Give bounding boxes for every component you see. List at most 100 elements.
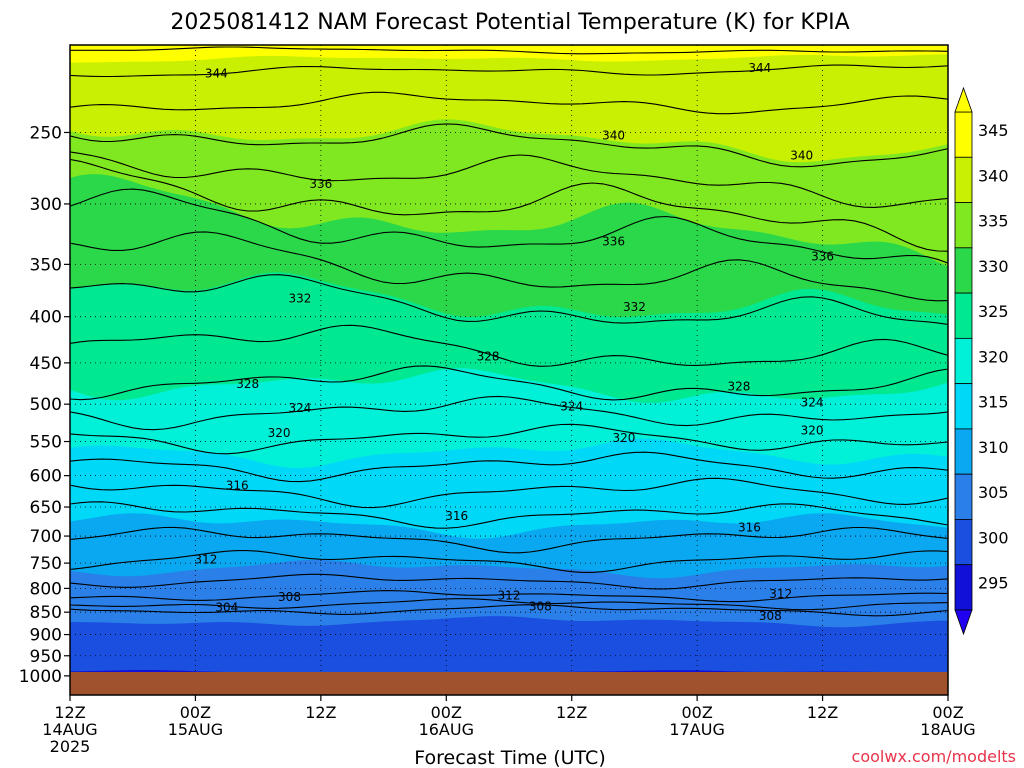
- colorbar-label: 305: [978, 483, 1009, 502]
- plot-frame: [69, 44, 949, 696]
- contour-label: 344: [205, 66, 228, 80]
- isentrope-338: [70, 151, 948, 208]
- y-tick-label: 450: [30, 354, 62, 374]
- colorbar-bin-305: [954, 473, 973, 520]
- contour-label: 324: [288, 401, 311, 415]
- x-tick-time: 12Z: [54, 703, 85, 722]
- contour-label: 328: [236, 377, 259, 391]
- colorbar-top-arrow: [954, 86, 973, 113]
- isentrope-312: [70, 550, 948, 573]
- contour-label: 336: [309, 177, 332, 191]
- colorbar-bin-310: [954, 428, 973, 475]
- contour-label: 320: [801, 424, 824, 438]
- x-tick-year: 2025: [50, 737, 91, 756]
- isentrope-336: [70, 158, 948, 252]
- y-tick-label: 500: [30, 395, 62, 415]
- isentrope-310: [70, 573, 948, 590]
- contour-label: 340: [602, 129, 625, 143]
- isentrope-318: [70, 477, 948, 509]
- x-tick-time: 12Z: [305, 703, 336, 722]
- x-tick-date: 18AUG: [920, 720, 975, 739]
- colorbar-label: 310: [978, 438, 1009, 457]
- x-tick-date: 17AUG: [669, 720, 724, 739]
- y-tick-label: 300: [30, 195, 62, 215]
- isentrope-334: [70, 188, 948, 264]
- isentrope-320: [70, 451, 948, 483]
- y-tick-label: 350: [30, 255, 62, 275]
- x-tick-time: 00Z: [681, 703, 712, 722]
- x-tick-time: 00Z: [932, 703, 963, 722]
- colorbar-bottom-arrow: [954, 609, 973, 636]
- isentrope-328: [70, 324, 948, 367]
- isentrope-342: [70, 91, 948, 115]
- x-tick-time: 00Z: [180, 703, 211, 722]
- y-tick-label: 550: [30, 433, 62, 453]
- colorbar-label: 330: [978, 257, 1009, 276]
- contour-label-layer: 344 344 340 340 336 336 336 332 332 328 328 328 324 3…: [194, 61, 834, 623]
- contour-label: 312: [194, 552, 217, 566]
- contour-label: 308: [278, 590, 301, 604]
- isentrope-316: [70, 501, 948, 529]
- colorbar-label: 295: [978, 574, 1009, 593]
- contour-label: 336: [602, 234, 625, 248]
- contour-label: 308: [529, 600, 552, 614]
- pressure-axis: 250 300 350 400 450 500 550 600 650 700 750 800 850 9…: [19, 123, 70, 687]
- colorbar-bin-335: [954, 202, 973, 249]
- isentrope-324: [70, 395, 948, 431]
- chart-title: 2025081412 NAM Forecast Potential Temper…: [170, 10, 849, 35]
- contour-label: 316: [226, 478, 249, 492]
- colorbar-bin-320: [954, 337, 973, 385]
- colorbar-label: 340: [978, 166, 1009, 185]
- isentrope-306: [70, 598, 948, 611]
- contour-label: 324: [801, 396, 824, 410]
- y-tick-label: 250: [30, 123, 62, 143]
- contour-label: 328: [477, 350, 500, 364]
- colorbar-label: 335: [978, 212, 1009, 231]
- isentrope-layer: [70, 46, 948, 617]
- contour-label: 320: [268, 426, 291, 440]
- x-axis-label: Forecast Time (UTC): [414, 747, 605, 768]
- isentrope-344: [70, 64, 948, 78]
- isentrope-322: [70, 423, 948, 455]
- contour-label: 332: [623, 300, 646, 314]
- y-tick-label: 600: [30, 467, 62, 487]
- y-tick-label: 400: [30, 308, 62, 328]
- colorbar-label: 320: [978, 347, 1009, 366]
- colorbar-bin-340: [954, 156, 973, 203]
- contour-label: 336: [811, 249, 834, 263]
- x-tick-time: 12Z: [556, 703, 587, 722]
- contour-label: 308: [759, 609, 782, 623]
- colorbar: 345 340 335 330 325 320 315 310 305 300 295: [954, 86, 1009, 636]
- colorbar-label: 315: [978, 393, 1009, 412]
- contour-label: 304: [215, 601, 238, 615]
- contour-label: 328: [727, 380, 750, 394]
- contour-label: 340: [790, 148, 813, 162]
- isentrope-326: [70, 365, 948, 401]
- contour-label: 320: [613, 431, 636, 445]
- isentrope-332: [70, 231, 948, 302]
- y-tick-label: 750: [30, 554, 62, 574]
- x-tick-time: 12Z: [807, 703, 838, 722]
- isentrope-314: [70, 526, 948, 554]
- y-tick-label: 800: [30, 579, 62, 599]
- colorbar-label: 300: [978, 528, 1009, 547]
- isentrope-330: [70, 274, 948, 325]
- y-tick-label: 650: [30, 498, 62, 518]
- y-tick-label: 950: [30, 647, 62, 667]
- x-tick-date: 15AUG: [168, 720, 223, 739]
- y-tick-label: 850: [30, 603, 62, 623]
- isentrope-346: [70, 46, 948, 55]
- contour-label: 316: [738, 521, 761, 535]
- x-tick-date: 14AUG: [42, 720, 97, 739]
- colorbar-label: 345: [978, 121, 1009, 140]
- y-tick-label: 900: [30, 626, 62, 646]
- isentrope-308: [70, 590, 948, 603]
- colorbar-bin-345: [954, 111, 973, 158]
- ground-surface: [70, 672, 948, 695]
- contour-label: 344: [748, 61, 771, 75]
- isentrope-304: [70, 604, 948, 617]
- x-tick-date: 16AUG: [419, 720, 474, 739]
- colorbar-bin-295: [954, 564, 973, 611]
